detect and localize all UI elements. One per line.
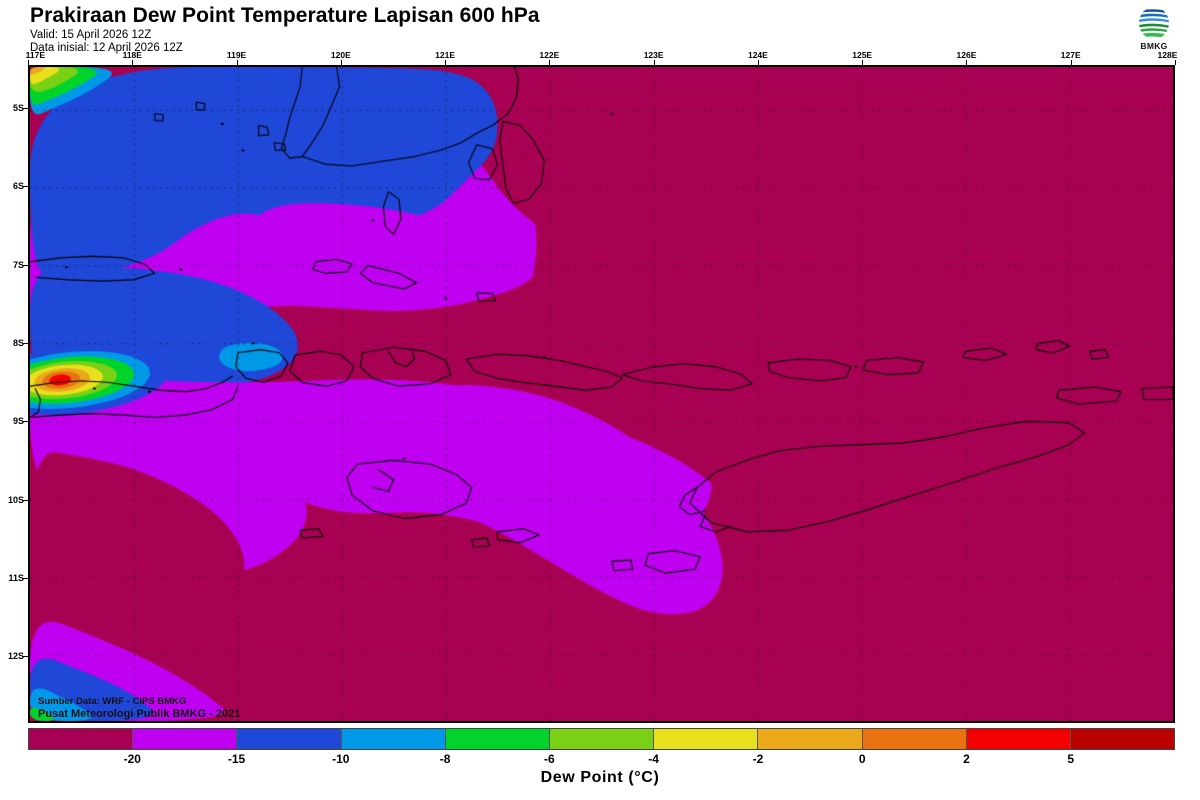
bmkg-logo-text: BMKG [1140,41,1168,51]
lon-tick-mark [236,60,238,65]
lat-tick-label: 5S [12,103,24,114]
colorbar-tick-label: 5 [1067,752,1075,766]
colorbar-tick-label: -20 [123,752,141,766]
lat-tick-label: 12S [7,651,24,662]
lon-tick-label: 120E [330,50,351,60]
lon-tick-label: 119E [226,50,247,60]
lon-tick-label: 128E [1157,50,1178,60]
colorbar-tick-label: -15 [227,752,246,766]
lon-tick-mark [132,60,134,65]
colorbar-tick-label: 0 [858,752,866,766]
colorbar-tick-label: -8 [439,752,451,766]
colorbar-segment [133,729,238,749]
lat-tick-mark [23,186,28,188]
colorbar-segment [341,729,446,749]
lon-tick-label: 126E [956,50,977,60]
dew-point-field [30,67,1173,721]
lon-tick-label: 123E [643,50,664,60]
lon-tick-mark [340,60,342,65]
org-credit: Pusat Meteorologi Publik BMKG - 2021 [38,708,241,720]
colorbar-segment [966,729,1071,749]
lat-tick-label: 10S [7,494,24,505]
lon-tick-label: 127E [1060,50,1081,60]
lon-tick-mark [1070,60,1072,65]
lon-tick-mark [653,60,655,65]
source-credit: Sumber Data: WRF - CIPS BMKG [38,696,187,707]
lon-tick-mark [1175,60,1176,65]
lat-tick-mark [23,499,28,501]
colorbar-segment [862,729,967,749]
initial-data-label: Data inisial: 12 April 2026 12Z [30,42,183,54]
lat-tick-mark [23,421,28,423]
lon-tick-mark [757,60,759,65]
lon-tick-label: 118E [122,50,142,60]
lat-tick-mark [23,656,28,658]
lat-tick-label: 11S [8,573,24,584]
colorbar-segment [549,729,655,749]
lat-tick-label: 9S [12,416,24,427]
lon-tick-mark [966,60,968,65]
colorbar-tick-label: -4 [648,752,659,766]
colorbar-segment [758,729,863,749]
colorbar-segment [654,729,759,749]
lon-tick-label: 125E [852,50,873,60]
colorbar-tick-label: -6 [544,752,555,766]
colorbar-title: Dew Point (°C) [540,769,660,786]
lon-tick-mark [862,60,864,65]
forecast-map[interactable] [28,65,1175,723]
bmkg-globe-icon [1139,7,1169,39]
colorbar-tick-label: 2 [963,752,970,766]
colorbar-segment [237,729,342,749]
lon-tick-label: 117E [25,50,46,60]
lon-tick-label: 121E [435,50,456,60]
lat-tick-mark [23,264,28,266]
colorbar-tick-label: -2 [752,752,764,766]
lon-tick-mark [445,60,447,65]
lat-tick-mark [23,108,28,110]
lat-tick-mark [23,343,28,345]
lat-tick-mark [23,578,28,580]
lat-tick-label: 6S [12,181,24,192]
lon-tick-label: 124E [747,50,768,60]
bmkg-logo: BMKG [1128,6,1180,54]
lon-tick-label: 122E [539,50,560,60]
lat-tick-label: 8S [12,338,24,349]
colorbar-segment [1070,729,1175,749]
colorbar-segments [28,728,1175,750]
colorbar-tick-label: -10 [332,752,350,766]
colorbar [28,728,1175,750]
lon-tick-mark [549,60,551,65]
colorbar-segment [29,729,134,749]
colorbar-segment [445,729,550,749]
lat-tick-label: 7S [12,259,24,270]
valid-time-label: Valid: 15 April 2026 12Z [30,29,152,41]
lon-tick-mark [28,60,29,65]
page-title: Prakiraan Dew Point Temperature Lapisan … [30,4,540,27]
